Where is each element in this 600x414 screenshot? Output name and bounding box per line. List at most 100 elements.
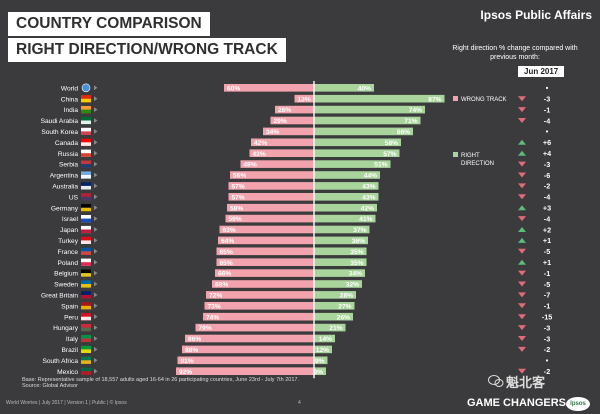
value-right-canada: 58% — [385, 140, 398, 147]
flag-stripe-south-africa — [81, 360, 91, 364]
value-wrong-world: 60% — [227, 85, 240, 92]
change-up-icon-germany — [518, 205, 526, 211]
bar-wrong-world — [224, 84, 314, 92]
country-label-germany: Germany — [51, 205, 79, 212]
change-value-us: -4 — [544, 193, 550, 202]
change-value-argentina: -6 — [544, 171, 550, 180]
row-arrow-china — [94, 96, 98, 102]
bar-wrong-france — [216, 247, 314, 256]
flag-stripe-south-korea — [81, 131, 91, 135]
country-label-france: France — [57, 249, 78, 256]
value-right-us: 43% — [362, 194, 375, 201]
row-arrow-france — [94, 248, 98, 254]
base-note: Base: Representative sample of 18,557 ad… — [22, 377, 299, 389]
value-wrong-serbia: 49% — [244, 162, 257, 169]
value-right-world: 40% — [358, 85, 371, 92]
value-wrong-russia: 43% — [253, 151, 266, 158]
value-right-great-britain: 28% — [340, 293, 353, 300]
value-wrong-south-africa: 91% — [181, 358, 194, 365]
bar-wrong-australia — [228, 182, 314, 190]
bar-wrong-hungary — [195, 323, 314, 332]
flag-stripe-australia — [81, 185, 91, 190]
bar-right-israel — [314, 214, 376, 223]
change-down-icon-hungary — [518, 325, 526, 331]
change-value-spain: -1 — [544, 302, 550, 311]
row-arrow-italy — [94, 336, 98, 341]
flag-stripe-italy — [81, 338, 91, 343]
tagline: GAME CHANGERS — [467, 397, 567, 409]
row-arrow-great-britain — [94, 292, 98, 298]
value-right-france: 35% — [350, 249, 363, 256]
value-right-south-korea: 66% — [397, 129, 410, 136]
country-label-italy: Italy — [66, 336, 79, 343]
flag-world — [81, 83, 91, 93]
value-wrong-saudi-arabia: 29% — [274, 118, 287, 125]
bar-right-world — [314, 84, 374, 92]
change-down-icon-australia — [518, 183, 526, 189]
value-right-sweden: 32% — [346, 282, 359, 289]
bar-right-mexico — [314, 367, 326, 375]
flag-us — [81, 193, 91, 201]
value-right-brazil: 12% — [316, 347, 329, 354]
row-arrow-serbia — [94, 161, 98, 167]
row-arrow-world — [94, 85, 98, 91]
row-arrow-peru — [94, 314, 98, 320]
country-label-south-korea: South Korea — [41, 129, 78, 136]
country-label-us: US — [69, 194, 79, 201]
value-right-russia: 57% — [383, 151, 396, 158]
change-up-icon-poland — [518, 259, 526, 265]
value-right-mexico: 8% — [313, 369, 323, 376]
value-right-turkey: 36% — [352, 238, 365, 245]
change-down-icon-peru — [518, 314, 526, 320]
bar-right-turkey — [314, 236, 368, 245]
change-value-israel: -4 — [544, 214, 550, 223]
ipsos-logo: Ipsos — [566, 397, 590, 411]
bar-wrong-italy — [185, 334, 314, 343]
flag-stripe-mexico — [81, 371, 91, 375]
change-down-icon-china — [518, 96, 526, 102]
bar-wrong-russia — [249, 149, 314, 157]
flag-stripe-spain — [81, 305, 91, 310]
change-down-icon-saudi-arabia — [518, 118, 526, 123]
base-note-text: Base: Representative sample of 18,557 ad… — [22, 377, 300, 383]
flag-stripe-hungary — [81, 327, 91, 332]
change-period-badge: Jun 2017 — [518, 66, 565, 77]
row-arrow-turkey — [94, 238, 98, 243]
country-label-south-africa: South Africa — [42, 358, 78, 365]
value-wrong-us: 57% — [232, 194, 245, 201]
value-wrong-sweden: 68% — [215, 282, 228, 289]
value-wrong-poland: 65% — [220, 260, 233, 267]
change-up-icon-japan — [518, 227, 526, 232]
flag-stripe-serbia — [81, 164, 91, 168]
flag-stripe-israel — [81, 218, 91, 223]
change-down-icon-belgium — [518, 270, 526, 276]
country-label-china: China — [61, 96, 79, 103]
country-label-world: World — [61, 85, 78, 92]
bar-right-canada — [314, 138, 401, 147]
value-wrong-argentina: 56% — [233, 173, 246, 180]
bar-wrong-brazil — [182, 345, 314, 354]
change-value-japan: +2 — [543, 225, 551, 234]
bar-wrong-belgium — [215, 269, 314, 277]
value-wrong-spain: 73% — [208, 303, 221, 310]
change-down-icon-israel — [518, 216, 526, 222]
legend-swatch-right — [453, 152, 458, 157]
bar-wrong-saudi-arabia — [270, 116, 314, 125]
value-right-belgium: 34% — [349, 271, 362, 278]
value-right-south-africa: 9% — [315, 358, 325, 365]
bar-right-serbia — [314, 160, 391, 168]
flag-stripe-brazil — [81, 349, 91, 353]
title-line-2: RIGHT DIRECTION/WRONG TRACK — [8, 38, 286, 62]
country-label-saudi-arabia: Saudi Arabia — [41, 118, 79, 125]
bar-wrong-south-africa — [177, 356, 314, 365]
flag-stripe-great-britain — [81, 294, 91, 299]
change-value-serbia: -3 — [544, 160, 550, 169]
bar-wrong-india — [275, 105, 314, 114]
change-down-icon-spain — [518, 303, 526, 309]
row-arrow-saudi-arabia — [94, 118, 98, 123]
value-wrong-brazil: 88% — [185, 347, 198, 354]
value-wrong-belgium: 66% — [218, 271, 231, 278]
bar-right-germany — [314, 203, 377, 212]
watermark: 魁北客 — [506, 375, 546, 390]
